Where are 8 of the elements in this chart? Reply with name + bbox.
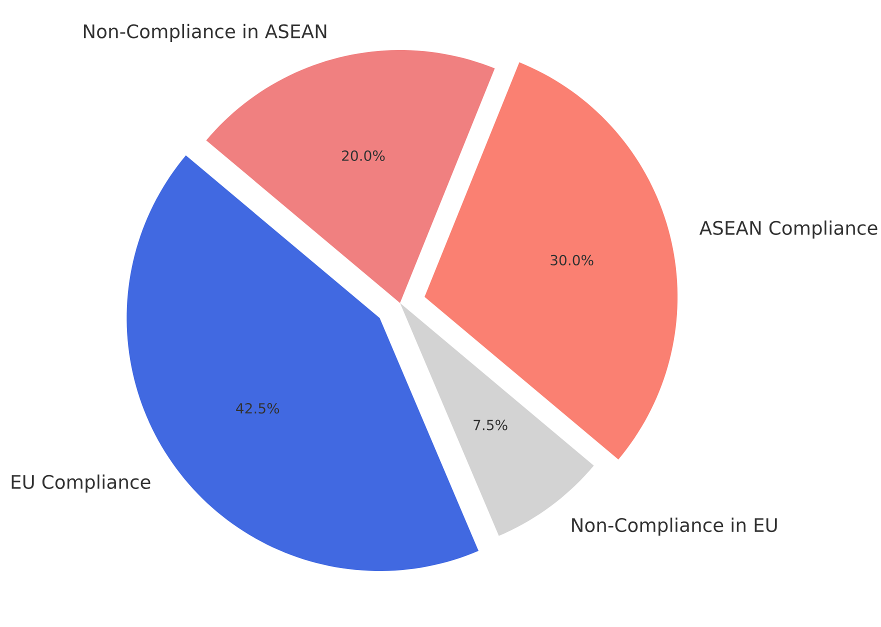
data-label: 20.0%	[342, 150, 385, 161]
slice-label: ASEAN Compliance	[699, 220, 878, 239]
slice-label: EU Compliance	[12, 474, 150, 493]
data-label: 42.5%	[236, 403, 280, 414]
data-label: 7.5%	[474, 420, 508, 430]
slice-label: Non-Compliance in ASEAN	[84, 24, 326, 42]
slice-label: Non-Compliance in EU	[572, 518, 777, 536]
data-label: 30.0%	[550, 254, 594, 266]
